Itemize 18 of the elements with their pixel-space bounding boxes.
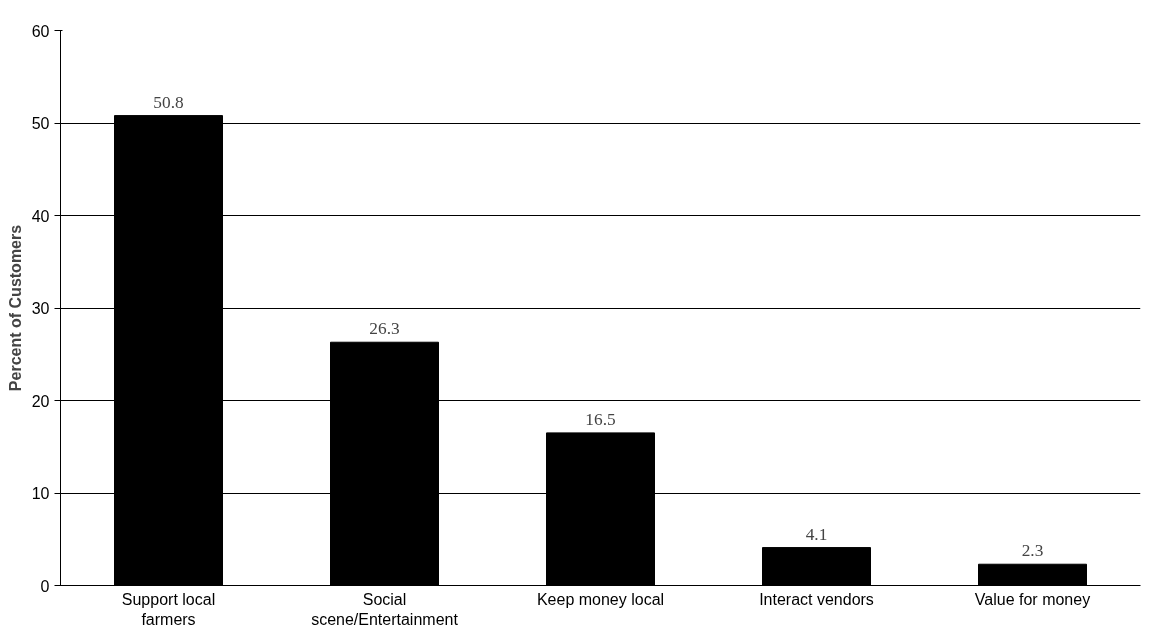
data-label: 26.3: [369, 319, 400, 339]
x-tick-label: Keep money local: [536, 590, 665, 608]
y-tick-label: 0: [40, 577, 50, 595]
x-tick-label: Support local farmers: [121, 590, 216, 628]
data-label: 16.5: [585, 409, 616, 429]
data-label: 2.3: [1021, 541, 1044, 561]
y-tick-label: 30: [31, 300, 50, 317]
data-label: 50.8: [153, 92, 184, 112]
y-tick-label: 50: [31, 115, 50, 132]
y-tick-label: 10: [31, 485, 50, 502]
y-tick-label: 60: [31, 22, 50, 40]
data-label: 4.1: [805, 524, 828, 544]
x-tick-label: Social scene/Entertainment: [311, 590, 459, 628]
y-tick-label: 20: [31, 392, 50, 410]
x-tick-label: Interact vendors: [759, 590, 874, 608]
x-tick-label: Value for money: [974, 590, 1091, 608]
y-tick-label: 40: [31, 207, 50, 225]
y-axis-title: Percent of Customers: [6, 224, 24, 392]
